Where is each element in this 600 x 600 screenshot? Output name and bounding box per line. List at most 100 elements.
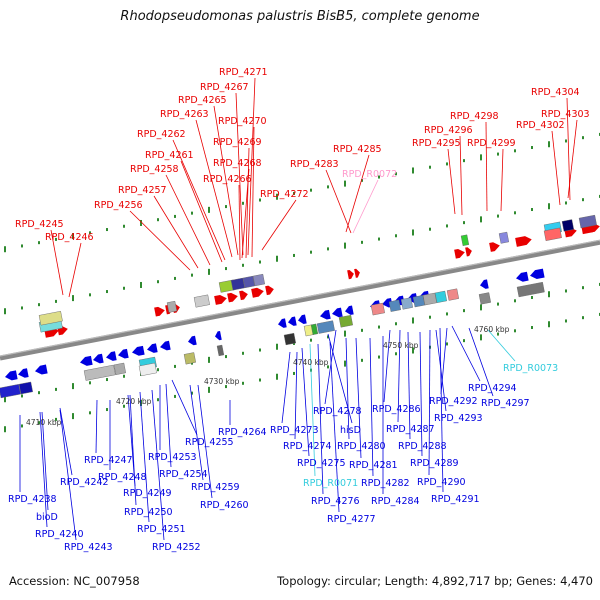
tick-marks bbox=[4, 132, 600, 433]
gene-label-rpd-4288: RPD_4288 bbox=[398, 441, 447, 452]
tick-mark bbox=[38, 303, 40, 307]
tick-mark bbox=[225, 205, 227, 209]
tick-mark bbox=[140, 281, 142, 288]
tick-mark bbox=[514, 299, 516, 303]
gene-label-rpd-4261: RPD_4261 bbox=[145, 150, 194, 161]
tick-mark bbox=[225, 355, 227, 359]
reverse-gene-arrow bbox=[215, 330, 222, 341]
gene-label-rpd-4303: RPD_4303 bbox=[541, 109, 590, 120]
reverse-gene-box bbox=[422, 292, 437, 306]
gene-label-rpd-4276: RPD_4276 bbox=[311, 496, 360, 507]
leader-line bbox=[172, 139, 226, 261]
tick-mark bbox=[4, 426, 6, 433]
leader-line bbox=[485, 121, 488, 212]
tick-mark bbox=[429, 165, 431, 169]
gene-label-rpd-4260: RPD_4260 bbox=[200, 500, 249, 511]
backbone-line bbox=[0, 239, 600, 361]
tick-mark bbox=[191, 211, 193, 215]
gene-label-rpd-4294: RPD_4294 bbox=[468, 383, 517, 394]
leader-line bbox=[355, 337, 362, 459]
leader-line bbox=[251, 126, 255, 258]
tick-mark bbox=[446, 312, 448, 316]
reverse-gene-box bbox=[388, 299, 402, 312]
tick-mark bbox=[565, 139, 567, 143]
tick-mark bbox=[361, 328, 363, 332]
forward-gene-arrow bbox=[214, 294, 227, 305]
scale-label: 4760 kbp bbox=[474, 325, 510, 334]
gene-label-hisd: hisD bbox=[340, 425, 361, 436]
leader-line bbox=[129, 394, 137, 506]
forward-gene-arrow bbox=[265, 285, 274, 296]
leader-line bbox=[551, 130, 561, 206]
gene-label-rpd-4248: RPD_4248 bbox=[98, 472, 147, 483]
leader-line bbox=[50, 229, 64, 296]
gene-label-rpd-4238: RPD_4238 bbox=[8, 494, 57, 505]
gene-label-rpd-4242: RPD_4242 bbox=[60, 477, 109, 488]
accession-text: Accession: NC_007958 bbox=[9, 574, 140, 588]
tick-mark bbox=[446, 342, 448, 346]
gene-label-rpd-4270: RPD_4270 bbox=[218, 116, 267, 127]
leader-line bbox=[235, 92, 244, 256]
reverse-gene-arrow bbox=[93, 353, 104, 364]
forward-gene-box bbox=[242, 275, 256, 289]
scale-label: 4740 kbp bbox=[293, 358, 329, 367]
tick-mark bbox=[276, 255, 278, 262]
label-leader-lines bbox=[19, 77, 578, 541]
forward-gene-box bbox=[460, 234, 470, 246]
scale-label: 4730 kbp bbox=[204, 377, 240, 386]
reverse-gene-box bbox=[83, 364, 116, 381]
leader-line bbox=[369, 337, 374, 477]
gene-label-rpd-4262: RPD_4262 bbox=[137, 129, 186, 140]
gene-label-rpd-4281: RPD_4281 bbox=[349, 460, 398, 471]
leader-line bbox=[345, 154, 370, 233]
leader-line bbox=[325, 169, 352, 234]
gene-label-rpd-4295: RPD_4295 bbox=[412, 138, 461, 149]
tick-mark bbox=[446, 224, 448, 228]
gene-label-rpd-4293: RPD_4293 bbox=[434, 413, 483, 424]
leader-line bbox=[195, 119, 233, 258]
forward-gene-box bbox=[193, 294, 210, 308]
reverse-gene-box bbox=[400, 297, 414, 310]
gene-label-rpd-4285: RPD_4285 bbox=[333, 144, 382, 155]
gene-label-rpd-4297: RPD_4297 bbox=[481, 398, 530, 409]
gene-label-rpd-4302: RPD_4302 bbox=[516, 120, 565, 131]
tick-mark bbox=[497, 302, 499, 306]
leader-line bbox=[41, 411, 49, 511]
tick-mark bbox=[140, 219, 142, 226]
reverse-gene-box bbox=[370, 302, 385, 316]
backbone-highlight bbox=[0, 239, 600, 357]
gene-label-rpd-4286: RPD_4286 bbox=[372, 404, 421, 415]
tick-mark bbox=[361, 358, 363, 362]
leader-line bbox=[451, 325, 481, 382]
tick-mark bbox=[412, 229, 414, 236]
reverse-gene-box bbox=[316, 320, 335, 334]
gene-label-rpd-4259: RPD_4259 bbox=[191, 482, 240, 493]
tick-mark bbox=[531, 296, 533, 300]
gene-label-rpd-4274: RPD_4274 bbox=[283, 441, 332, 452]
leader-line bbox=[68, 242, 82, 298]
gene-label-rpd-4280: RPD_4280 bbox=[337, 441, 386, 452]
tick-mark bbox=[531, 146, 533, 150]
leader-line bbox=[407, 331, 411, 440]
gene-label-rpd-4246: RPD_4246 bbox=[45, 232, 94, 243]
tick-mark bbox=[21, 244, 23, 248]
tick-mark bbox=[208, 356, 210, 363]
tick-mark bbox=[582, 316, 584, 320]
tick-mark bbox=[344, 330, 346, 337]
leader-line bbox=[397, 329, 401, 423]
tick-mark bbox=[395, 352, 397, 356]
reverse-gene-arrow bbox=[5, 370, 18, 381]
tick-mark bbox=[72, 295, 74, 302]
reverse-gene-arrow bbox=[288, 316, 297, 326]
reverse-gene-arrow bbox=[320, 309, 331, 320]
forward-gene-arrow bbox=[239, 290, 248, 301]
gene-label-rpd-4268: RPD_4268 bbox=[213, 158, 262, 169]
tick-mark bbox=[565, 201, 567, 205]
tick-mark bbox=[344, 360, 346, 367]
leader-line bbox=[139, 391, 150, 523]
tick-mark bbox=[157, 398, 159, 402]
tick-mark bbox=[361, 240, 363, 244]
tick-mark bbox=[463, 309, 465, 313]
tick-mark bbox=[225, 267, 227, 271]
scale-label: 4720 kbp bbox=[116, 397, 152, 406]
